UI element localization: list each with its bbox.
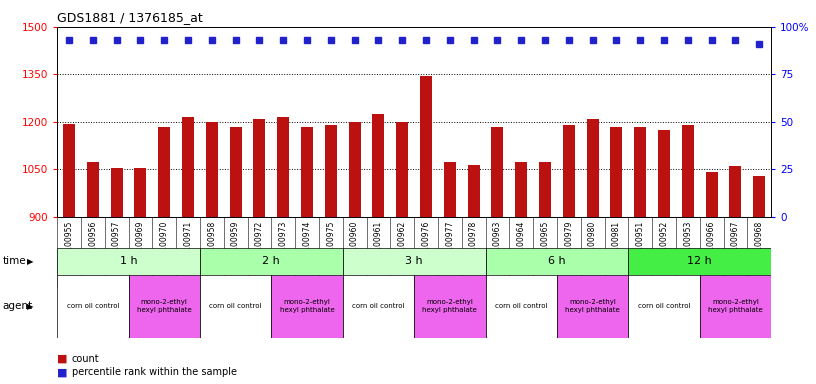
Text: GSM100951: GSM100951 <box>636 220 645 267</box>
Text: ■: ■ <box>57 354 68 364</box>
Text: GSM100977: GSM100977 <box>446 220 455 267</box>
Text: mono-2-ethyl
hexyl phthalate: mono-2-ethyl hexyl phthalate <box>280 299 335 313</box>
Text: GSM100966: GSM100966 <box>707 220 716 267</box>
Bar <box>182 117 194 217</box>
Text: corn oil control: corn oil control <box>638 303 690 309</box>
Bar <box>486 275 557 338</box>
Bar <box>587 119 599 217</box>
Text: GSM100972: GSM100972 <box>255 220 264 267</box>
Bar <box>706 172 717 217</box>
Text: 2 h: 2 h <box>263 256 280 266</box>
Text: GSM100958: GSM100958 <box>207 220 216 267</box>
Text: GSM100981: GSM100981 <box>612 220 621 266</box>
Bar <box>343 275 414 338</box>
Text: GSM100952: GSM100952 <box>659 220 668 267</box>
Bar <box>57 248 200 275</box>
Bar <box>135 168 146 217</box>
Bar <box>229 127 242 217</box>
Bar <box>486 248 628 275</box>
Text: GSM100959: GSM100959 <box>231 220 240 267</box>
Bar <box>700 275 771 338</box>
Text: 3 h: 3 h <box>406 256 423 266</box>
Bar <box>628 248 771 275</box>
Text: time: time <box>2 256 26 266</box>
Text: corn oil control: corn oil control <box>495 303 548 309</box>
Text: GSM100971: GSM100971 <box>184 220 193 267</box>
Bar <box>468 165 480 217</box>
Text: GSM100978: GSM100978 <box>469 220 478 267</box>
Bar <box>420 76 432 217</box>
Bar <box>200 248 343 275</box>
Text: GSM100970: GSM100970 <box>160 220 169 267</box>
Text: mono-2-ethyl
hexyl phthalate: mono-2-ethyl hexyl phthalate <box>137 299 192 313</box>
Text: percentile rank within the sample: percentile rank within the sample <box>72 367 237 377</box>
Text: ▶: ▶ <box>27 302 33 311</box>
Text: GSM100974: GSM100974 <box>303 220 312 267</box>
Text: GSM100964: GSM100964 <box>517 220 526 267</box>
Text: GSM100956: GSM100956 <box>88 220 97 267</box>
Bar <box>753 176 765 217</box>
Bar <box>539 162 551 217</box>
Bar <box>658 130 670 217</box>
Bar <box>563 125 574 217</box>
Bar <box>444 162 456 217</box>
Bar <box>86 162 99 217</box>
Text: mono-2-ethyl
hexyl phthalate: mono-2-ethyl hexyl phthalate <box>423 299 477 313</box>
Bar <box>301 127 313 217</box>
Text: GSM100965: GSM100965 <box>540 220 549 267</box>
Text: GSM100968: GSM100968 <box>755 220 764 267</box>
Text: GSM100967: GSM100967 <box>731 220 740 267</box>
Bar <box>348 122 361 217</box>
Bar <box>414 275 486 338</box>
Text: GSM100961: GSM100961 <box>374 220 383 267</box>
Text: 6 h: 6 h <box>548 256 565 266</box>
Bar <box>515 162 527 217</box>
Text: GSM100973: GSM100973 <box>279 220 288 267</box>
Bar <box>730 166 742 217</box>
Bar <box>628 275 700 338</box>
Bar <box>491 127 503 217</box>
Bar <box>682 125 694 217</box>
Bar <box>277 117 289 217</box>
Text: ▶: ▶ <box>27 257 33 266</box>
Text: GSM100980: GSM100980 <box>588 220 597 267</box>
Bar <box>634 127 646 217</box>
Text: GDS1881 / 1376185_at: GDS1881 / 1376185_at <box>57 11 203 24</box>
Text: agent: agent <box>2 301 33 311</box>
Text: GSM100979: GSM100979 <box>565 220 574 267</box>
Text: 1 h: 1 h <box>120 256 137 266</box>
Bar <box>397 122 408 217</box>
Text: mono-2-ethyl
hexyl phthalate: mono-2-ethyl hexyl phthalate <box>565 299 620 313</box>
Text: corn oil control: corn oil control <box>210 303 262 309</box>
Bar <box>254 119 265 217</box>
Text: GSM100963: GSM100963 <box>493 220 502 267</box>
Text: GSM100960: GSM100960 <box>350 220 359 267</box>
Text: GSM100976: GSM100976 <box>422 220 431 267</box>
Text: GSM100969: GSM100969 <box>136 220 145 267</box>
Bar <box>325 125 337 217</box>
Bar <box>372 114 384 217</box>
Bar <box>610 127 623 217</box>
Text: corn oil control: corn oil control <box>67 303 119 309</box>
Bar <box>206 122 218 217</box>
Bar <box>158 127 171 217</box>
Text: GSM100953: GSM100953 <box>683 220 692 267</box>
Text: count: count <box>72 354 100 364</box>
Text: GSM100962: GSM100962 <box>397 220 406 267</box>
Bar <box>200 275 272 338</box>
Text: 12 h: 12 h <box>687 256 712 266</box>
Bar <box>57 275 129 338</box>
Bar <box>111 168 122 217</box>
Bar <box>129 275 200 338</box>
Bar <box>272 275 343 338</box>
Text: ■: ■ <box>57 367 68 377</box>
Bar <box>557 275 628 338</box>
Text: GSM100957: GSM100957 <box>112 220 121 267</box>
Bar <box>343 248 486 275</box>
Text: GSM100955: GSM100955 <box>64 220 73 267</box>
Text: mono-2-ethyl
hexyl phthalate: mono-2-ethyl hexyl phthalate <box>708 299 763 313</box>
Text: GSM100975: GSM100975 <box>326 220 335 267</box>
Text: corn oil control: corn oil control <box>353 303 405 309</box>
Bar <box>63 124 75 217</box>
